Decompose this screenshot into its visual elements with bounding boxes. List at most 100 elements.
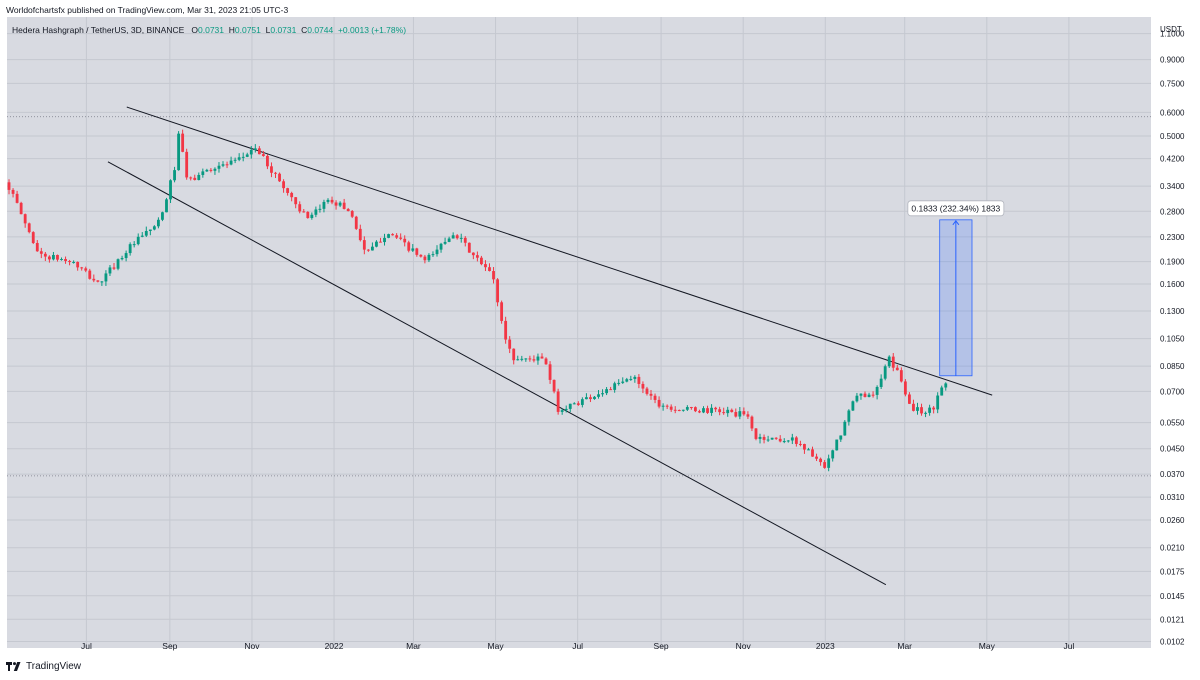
candle-body [306, 211, 310, 219]
y-tick-label: 0.0450 [1160, 445, 1185, 454]
candle-body [346, 208, 350, 212]
y-tick-label: 0.1300 [1160, 307, 1185, 316]
candle-body [568, 403, 572, 409]
y-tick-label: 0.0121 [1160, 615, 1185, 624]
candle-body [201, 171, 205, 175]
candle-body [92, 278, 96, 281]
candle-body [266, 155, 269, 167]
candle-body [84, 268, 88, 271]
candle-body [742, 411, 746, 415]
x-tick-label: Jul [1063, 641, 1074, 651]
candle-body [544, 358, 548, 365]
candle-body [27, 223, 31, 233]
y-tick-label: 1.1000 [1160, 30, 1185, 39]
y-tick-label: 0.2300 [1160, 233, 1185, 242]
candle-body [576, 403, 580, 405]
measure-tool[interactable]: 0.1833 (232.34%) 1833 [907, 200, 1005, 377]
candle-body [726, 409, 730, 414]
x-tick-label: May [979, 641, 996, 651]
candle-body [879, 378, 883, 387]
candle-body [278, 173, 281, 182]
candle-body [609, 389, 613, 391]
trendline-lower [107, 161, 887, 586]
candle-body [423, 256, 427, 261]
candle-body [302, 211, 306, 213]
candle-body [811, 449, 814, 457]
candle-body [290, 192, 294, 198]
y-tick-label: 0.0210 [1160, 544, 1185, 553]
candle-body [407, 242, 411, 251]
candle-body [459, 237, 463, 239]
candle-body [887, 356, 891, 367]
candle-body [774, 437, 778, 439]
candle-body [665, 405, 669, 407]
candle-body [261, 154, 265, 156]
publisher-line: Worldofchartsfx published on TradingView… [6, 5, 289, 15]
candle-body [689, 407, 693, 409]
x-tick-label: 2022 [325, 641, 344, 651]
candle-body [350, 211, 354, 217]
candle-body [463, 237, 467, 243]
candle-body [617, 382, 621, 384]
candle-body [60, 259, 63, 261]
candle-body [270, 166, 273, 173]
time-axis[interactable]: Jul Sep Nov 2022 Mar May Jul Sep Nov 2023 Mar May Ju… [81, 641, 1074, 651]
candle-body [661, 405, 665, 407]
candle-body [19, 202, 23, 215]
candle-body [706, 408, 709, 413]
candle-body [572, 403, 576, 405]
candle-body [294, 197, 298, 205]
candle-body [391, 234, 395, 236]
candle-body [718, 409, 722, 413]
candle-body [116, 259, 120, 269]
candle-body [875, 386, 879, 395]
candle-body [903, 381, 907, 395]
candle-body [702, 408, 705, 413]
candle-body [871, 394, 875, 396]
measure-label: 0.1833 (232.34%) 1833 [911, 203, 1000, 213]
candle-body [831, 450, 835, 459]
candle-body [225, 164, 229, 166]
candle-body [754, 428, 758, 439]
price-axis[interactable]: 1.1000 0.9000 0.7500 0.6000 0.5000 0.4200 0.34… [1160, 30, 1185, 647]
candle-body [56, 254, 59, 260]
candle-body [205, 169, 209, 172]
candle-body [64, 259, 67, 262]
close-label: C [301, 25, 308, 35]
candle-body [629, 378, 633, 380]
candle-body [76, 261, 80, 268]
x-tick-label: Jul [572, 641, 583, 651]
candle-body [104, 273, 108, 282]
candle-body [916, 407, 919, 411]
candle-body [11, 189, 15, 194]
candle-body [108, 267, 112, 274]
low-label: L [265, 25, 271, 35]
candle-body [589, 397, 592, 400]
candle-body [847, 410, 851, 422]
candle-body [859, 393, 863, 396]
tradingview-logo-icon [6, 662, 21, 671]
candle-body [851, 401, 855, 411]
candle-body [528, 358, 532, 360]
candle-body [613, 383, 617, 390]
candle-body [778, 438, 782, 442]
x-tick-label: May [488, 641, 505, 651]
candle-body [310, 214, 314, 219]
candle-body [342, 202, 346, 209]
candle-body [379, 241, 382, 243]
open-value: 0.0731 [198, 25, 225, 35]
candle-body [169, 180, 172, 200]
candle-body [827, 458, 831, 468]
candle-body [161, 212, 164, 220]
candle-body [698, 411, 701, 413]
candle-body [584, 397, 588, 400]
footer-brand[interactable]: TradingView [6, 661, 81, 672]
candle-body [819, 458, 822, 463]
candle-body [451, 235, 455, 239]
y-tick-label: 0.7500 [1160, 79, 1185, 88]
candle-body [645, 388, 649, 394]
candle-body [395, 235, 399, 238]
candle-body [318, 208, 322, 210]
symbol-legend[interactable]: Hedera Hashgraph / TetherUS, 3D, BINANCE… [12, 25, 406, 35]
